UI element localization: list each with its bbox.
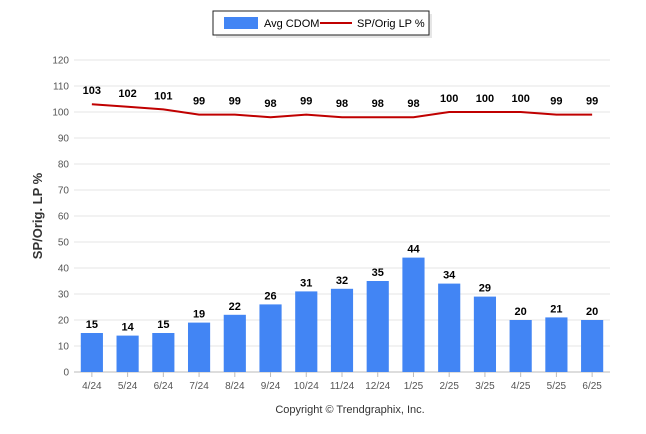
y-tick-label: 100 xyxy=(52,108,69,119)
bar-8-24 xyxy=(223,314,246,372)
x-tick-label: 9/24 xyxy=(261,381,281,392)
line-data-label: 98 xyxy=(407,98,419,110)
bar-5-25 xyxy=(545,317,568,372)
bar-data-label: 20 xyxy=(515,306,527,318)
x-tick-label: 1/25 xyxy=(404,381,424,392)
bar-data-label: 19 xyxy=(193,309,205,321)
bar-data-label: 15 xyxy=(157,319,169,331)
line-data-label: 102 xyxy=(118,88,136,100)
bar-2-25 xyxy=(438,283,461,372)
x-tick-label: 11/24 xyxy=(330,381,355,392)
x-axis-ticks: 4/24 5/24 6/24 7/24 8/24 9/24 10/24 11/24 12/24 1… xyxy=(82,372,602,392)
copyright-text: Copyright © Trendgraphix, Inc. xyxy=(275,404,424,416)
legend-swatch-avg-cdom xyxy=(224,17,258,29)
x-tick-label: 8/24 xyxy=(225,381,245,392)
line-data-label: 100 xyxy=(440,93,458,105)
legend-label-avg-cdom: Avg CDOM xyxy=(264,18,319,30)
y-axis-title: SP/Orig. LP % xyxy=(30,172,45,259)
bar-data-label: 31 xyxy=(300,277,312,289)
line-data-label: 98 xyxy=(264,98,276,110)
y-tick-label: 120 xyxy=(52,56,69,67)
x-tick-label: 12/24 xyxy=(365,381,390,392)
line-data-label: 100 xyxy=(511,93,529,105)
line-data-label: 99 xyxy=(300,96,312,108)
x-tick-label: 4/25 xyxy=(511,381,531,392)
y-tick-label: 40 xyxy=(58,264,70,275)
x-tick-label: 7/24 xyxy=(189,381,209,392)
y-tick-label: 20 xyxy=(58,316,70,327)
y-tick-label: 50 xyxy=(58,238,70,249)
bar-4-25 xyxy=(509,320,532,372)
line-data-label: 100 xyxy=(476,93,494,105)
bar-data-label: 20 xyxy=(586,306,598,318)
bar-5-24 xyxy=(116,335,139,372)
line-series-sp-orig: 103 102 101 99 99 98 99 98 98 98 100 100 100 99 99 xyxy=(83,85,598,119)
bar-data-label: 44 xyxy=(407,244,420,256)
sp-orig-line xyxy=(91,103,593,119)
bar-data-label: 15 xyxy=(86,319,98,331)
line-data-label: 98 xyxy=(372,98,384,110)
bar-data-label: 34 xyxy=(443,270,456,282)
bar-6-24 xyxy=(152,333,175,372)
bar-3-25 xyxy=(473,296,497,372)
bar-11-24 xyxy=(330,288,354,372)
y-tick-label: 10 xyxy=(58,342,70,353)
line-data-label: 99 xyxy=(193,96,205,108)
y-tick-label: 80 xyxy=(58,160,70,171)
bar-series-avg-cdom: 15 14 15 19 22 26 31 32 35 44 34 29 20 21 20 xyxy=(80,244,604,372)
x-tick-label: 3/25 xyxy=(475,381,495,392)
y-tick-label: 0 xyxy=(63,368,69,379)
legend-label-sp-orig: SP/Orig LP % xyxy=(357,18,425,30)
bar-10-24 xyxy=(295,291,318,372)
x-tick-label: 2/25 xyxy=(439,381,459,392)
bar-1-25 xyxy=(402,257,425,372)
bar-6-25 xyxy=(581,320,604,372)
y-axis-ticks: 0 10 20 30 40 50 60 70 80 90 100 110 120 xyxy=(52,56,69,379)
line-data-label: 98 xyxy=(336,98,348,110)
y-tick-label: 110 xyxy=(53,82,69,93)
line-data-label: 99 xyxy=(550,96,562,108)
line-data-label: 99 xyxy=(229,96,241,108)
bar-7-24 xyxy=(187,322,211,372)
bar-data-label: 35 xyxy=(372,267,384,279)
x-tick-label: 5/24 xyxy=(118,381,138,392)
bar-9-24 xyxy=(259,304,282,372)
bar-data-label: 26 xyxy=(264,290,276,302)
y-tick-label: 90 xyxy=(58,134,70,145)
bar-data-label: 21 xyxy=(550,303,562,315)
bar-data-label: 32 xyxy=(336,275,348,287)
y-tick-label: 60 xyxy=(58,212,70,223)
bar-data-label: 14 xyxy=(121,322,134,334)
line-data-label: 103 xyxy=(83,85,101,97)
bar-12-24 xyxy=(366,281,389,372)
y-tick-label: 30 xyxy=(58,290,70,301)
bar-4-24 xyxy=(80,333,103,372)
line-data-label: 99 xyxy=(586,96,598,108)
bar-data-label: 22 xyxy=(229,301,241,313)
x-tick-label: 4/24 xyxy=(82,381,102,392)
x-tick-label: 6/25 xyxy=(582,381,602,392)
legend: Avg CDOM SP/Orig LP % xyxy=(212,10,432,38)
x-tick-label: 6/24 xyxy=(154,381,174,392)
x-tick-label: 5/25 xyxy=(547,381,567,392)
bar-data-label: 29 xyxy=(479,283,491,295)
y-tick-label: 70 xyxy=(58,186,70,197)
x-tick-label: 10/24 xyxy=(294,381,319,392)
line-data-label: 101 xyxy=(154,90,172,102)
